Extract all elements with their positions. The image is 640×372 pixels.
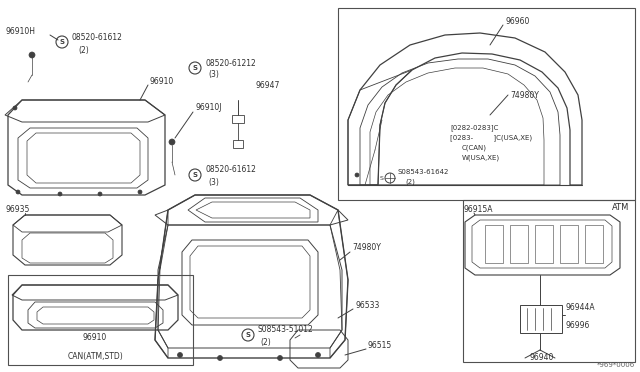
Bar [233, 140, 243, 148]
Bar [585, 225, 603, 263]
Circle shape [189, 62, 201, 74]
Bar [510, 225, 528, 263]
Text: CAN(ATM,STD): CAN(ATM,STD) [67, 353, 123, 362]
Text: [0282-0283]C: [0282-0283]C [450, 125, 499, 131]
Text: (2): (2) [260, 337, 271, 346]
Text: (3): (3) [208, 177, 219, 186]
Text: (3): (3) [208, 71, 219, 80]
Text: 96910H: 96910H [5, 28, 35, 36]
Text: 96944A: 96944A [565, 304, 595, 312]
Bar [485, 225, 503, 263]
Text: 96910: 96910 [150, 77, 174, 87]
Text: S: S [193, 172, 198, 178]
Text: 08520-61612: 08520-61612 [72, 33, 123, 42]
Text: 96960: 96960 [505, 17, 529, 26]
Circle shape [56, 36, 68, 48]
Text: (2): (2) [78, 45, 89, 55]
Circle shape [58, 192, 62, 196]
Text: 96515: 96515 [368, 340, 392, 350]
Circle shape [278, 356, 282, 360]
Circle shape [218, 356, 223, 360]
Circle shape [316, 353, 321, 357]
Circle shape [16, 190, 20, 194]
Text: W(USA,XE): W(USA,XE) [462, 155, 500, 161]
Text: 96947: 96947 [255, 80, 280, 90]
Circle shape [98, 192, 102, 196]
Circle shape [138, 190, 142, 194]
Bar [8, 275, 193, 365]
Bar [463, 200, 635, 362]
Text: 96910J: 96910J [195, 103, 221, 112]
Circle shape [355, 173, 359, 177]
Text: (2): (2) [405, 179, 415, 185]
Text: C(CAN): C(CAN) [462, 145, 487, 151]
Text: S: S [380, 176, 384, 180]
Text: 96910: 96910 [83, 334, 107, 343]
Text: S08543-51012: S08543-51012 [258, 326, 314, 334]
Text: 96935: 96935 [5, 205, 29, 215]
Text: 08520-61612: 08520-61612 [205, 166, 256, 174]
Text: 96996: 96996 [565, 321, 589, 330]
Circle shape [189, 169, 201, 181]
Circle shape [169, 139, 175, 145]
Text: S: S [60, 39, 65, 45]
Text: 74980Y: 74980Y [352, 244, 381, 253]
Bar [535, 225, 553, 263]
Text: 08520-61212: 08520-61212 [205, 58, 256, 67]
Bar [520, 305, 562, 333]
Bar [232, 115, 244, 123]
Circle shape [242, 329, 254, 341]
Text: 96533: 96533 [355, 301, 380, 310]
Bar [338, 8, 635, 200]
Circle shape [177, 353, 182, 357]
Text: [0283-         ]C(USA,XE): [0283- ]C(USA,XE) [450, 135, 532, 141]
Text: 96940: 96940 [530, 353, 554, 362]
Text: 96915A: 96915A [463, 205, 493, 215]
Text: S: S [193, 65, 198, 71]
Circle shape [385, 173, 395, 183]
Text: S08543-61642: S08543-61642 [397, 169, 449, 175]
Bar [560, 225, 578, 263]
Circle shape [29, 52, 35, 58]
Text: ATM: ATM [612, 203, 629, 212]
Text: S: S [246, 332, 250, 338]
Text: *969*0006: *969*0006 [596, 362, 635, 368]
Circle shape [13, 106, 17, 110]
Text: 74980Y: 74980Y [510, 90, 539, 99]
